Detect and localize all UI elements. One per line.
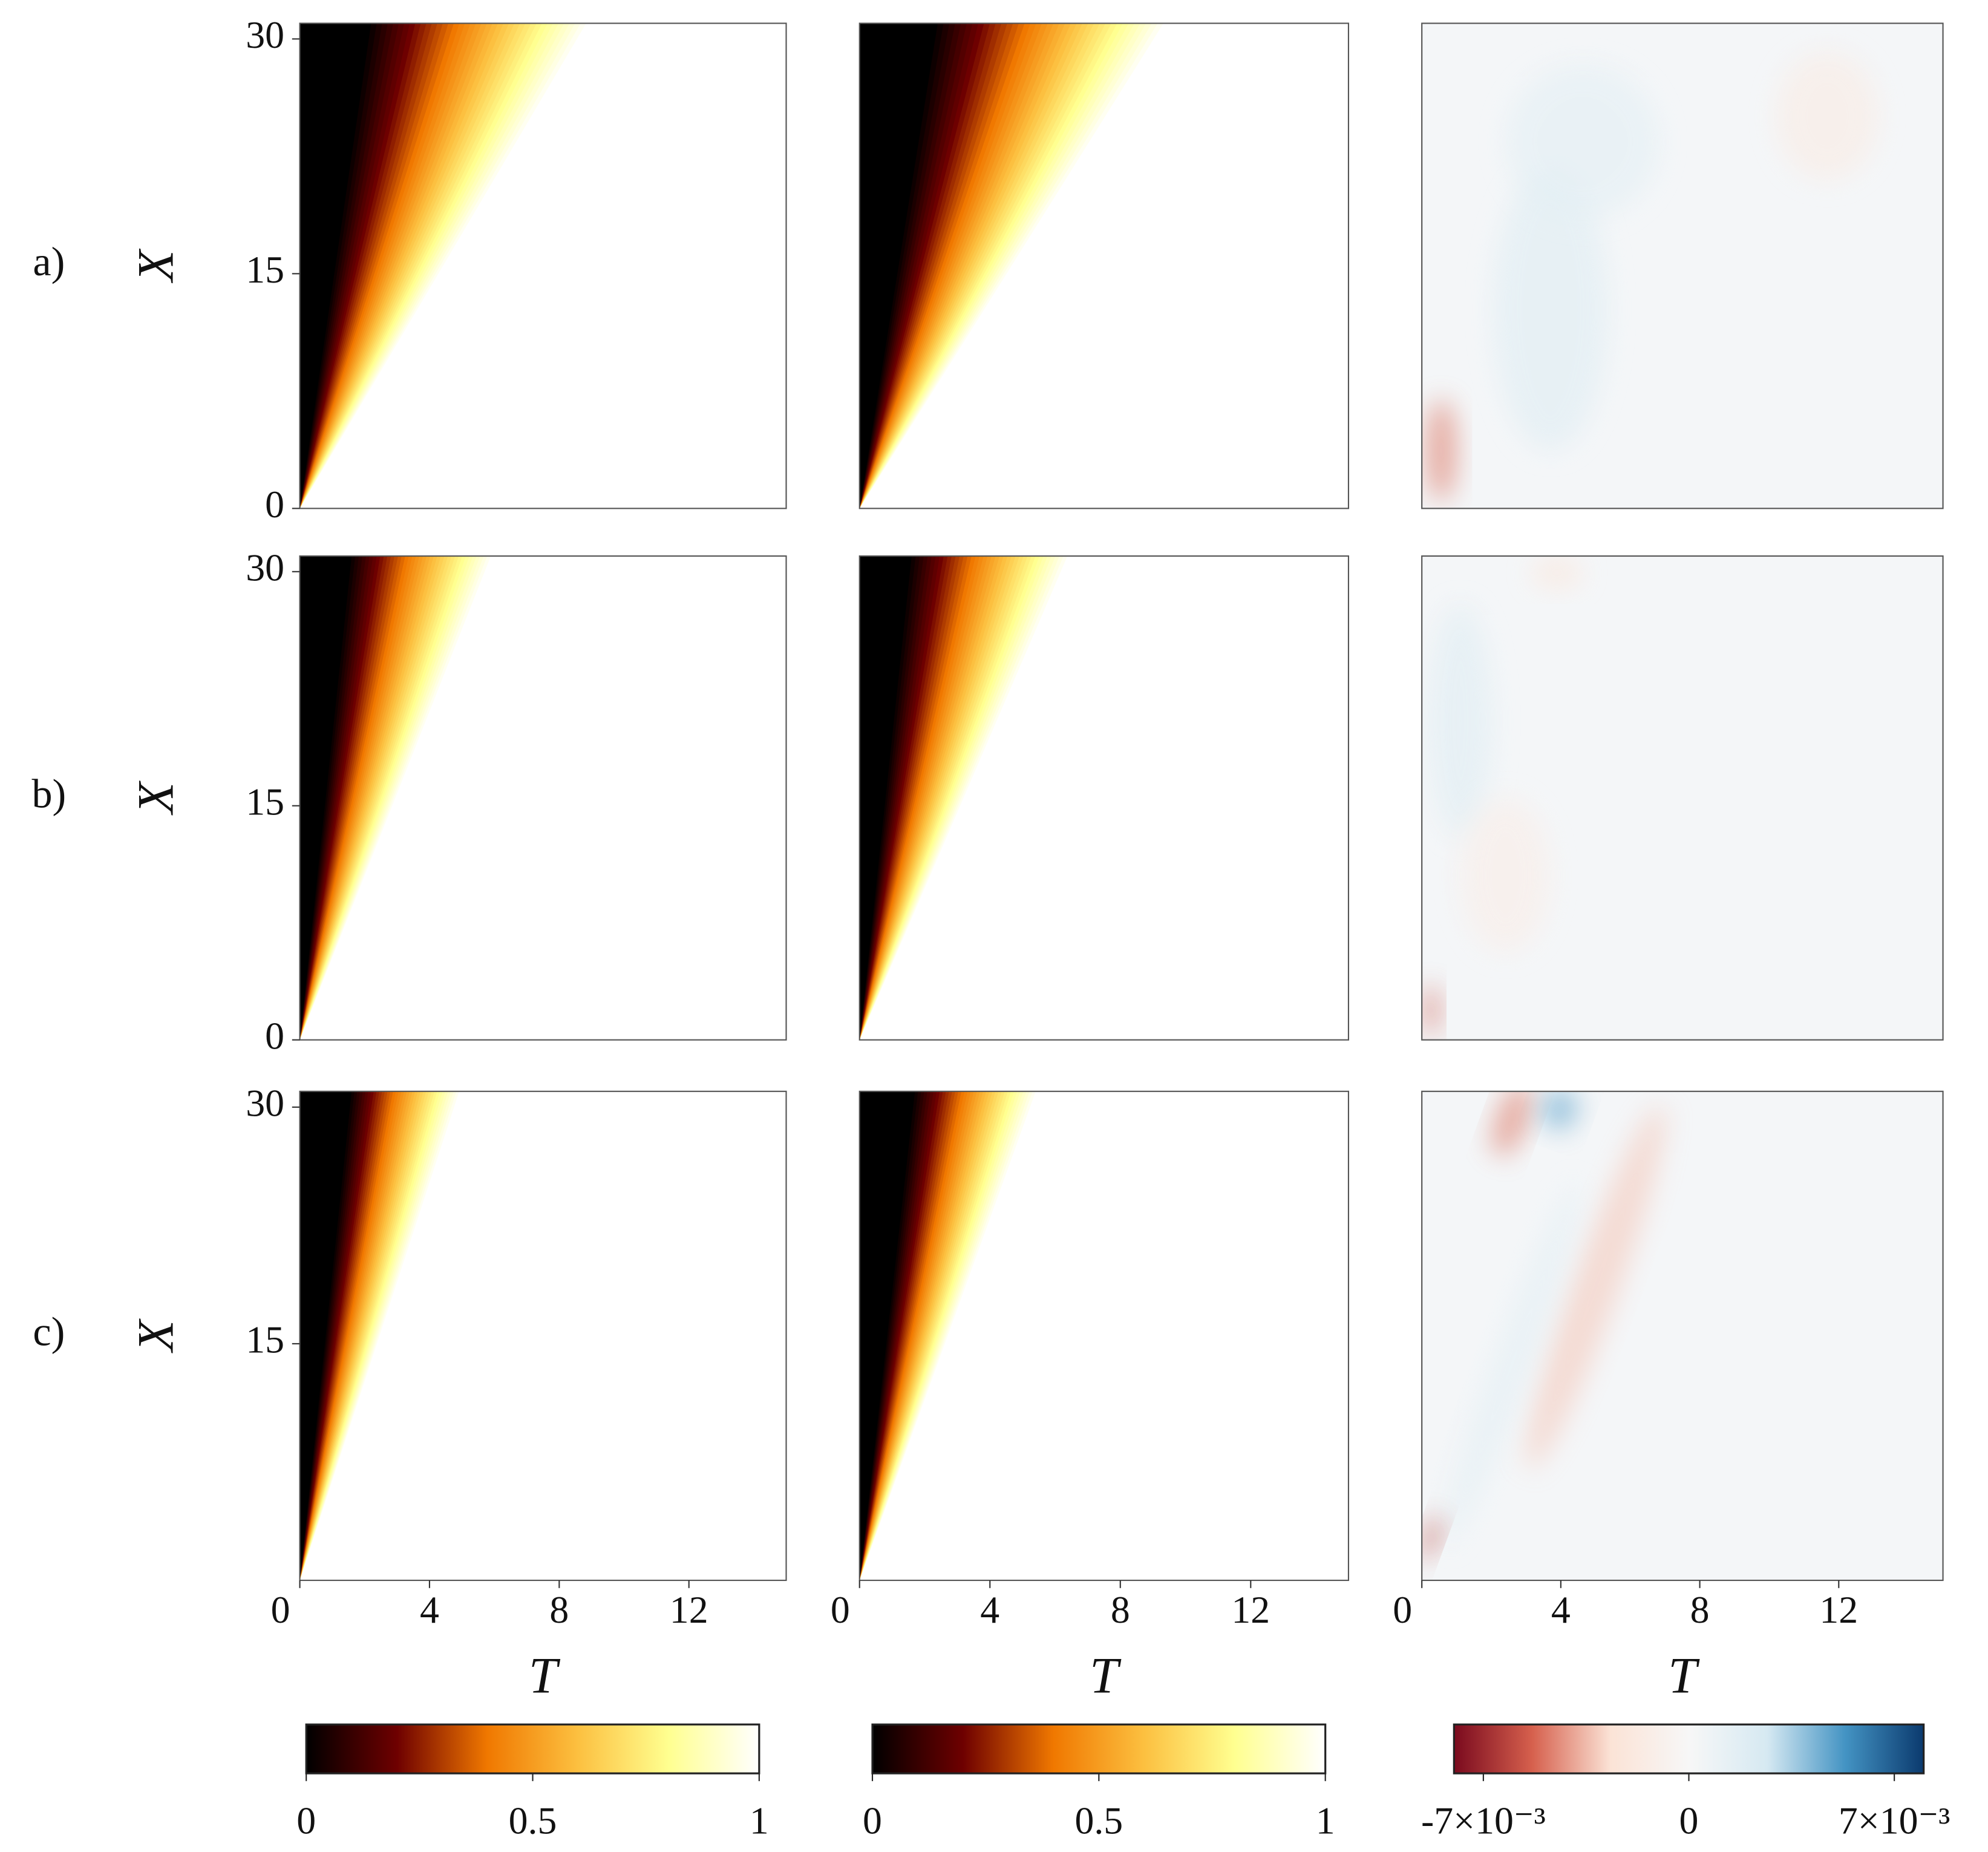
x-axis-label: T: [529, 1647, 561, 1704]
y-tick-label: 30: [246, 13, 284, 56]
x-axis-label: T: [1090, 1647, 1122, 1704]
y-axis-label: X: [127, 780, 184, 816]
heatmap-panel: [858, 22, 1350, 509]
heatmap-panel: [1421, 1090, 1944, 1582]
y-tick-label: 15: [246, 1318, 284, 1361]
colorbar-tick-label: 0.5: [1074, 1799, 1123, 1842]
field-blob: [1422, 1516, 1442, 1560]
row-label: b): [31, 770, 66, 816]
x-tick-label: 0: [831, 1588, 850, 1631]
heatmap-panel: [1421, 22, 1944, 509]
x-tick-label: 0: [1393, 1588, 1412, 1631]
heatmap-field: [1422, 23, 1943, 509]
panel-frame: [858, 1090, 1350, 1582]
panel-frame: [858, 555, 1350, 1041]
heatmap-panel: [858, 1090, 1350, 1582]
heatmap-field: [299, 556, 786, 1040]
field-band: [859, 23, 938, 509]
colorbar-tick-label: 1: [750, 1799, 769, 1842]
y-tick-label: 30: [246, 546, 284, 589]
colorbar: [305, 1723, 760, 1775]
heatmap-field: [299, 1091, 786, 1581]
field-blob: [1505, 64, 1660, 219]
y-tick-label: 0: [265, 483, 284, 526]
x-tick-label: 4: [420, 1588, 439, 1631]
x-tick-label: 12: [1819, 1588, 1858, 1631]
x-tick-label: 8: [1111, 1588, 1130, 1631]
colorbar: [1453, 1723, 1925, 1775]
row-label: c): [33, 1309, 65, 1355]
field-band: [859, 1091, 915, 1581]
field-bg: [1422, 556, 1943, 1040]
heatmap-panel: [299, 555, 787, 1041]
x-tick-label: 8: [549, 1588, 569, 1631]
panel-frame: [299, 555, 787, 1041]
heatmap-field: [859, 23, 1349, 509]
field-blob: [1428, 604, 1493, 837]
heatmap-field: [859, 1091, 1349, 1581]
heatmap-panel: [1421, 555, 1944, 1041]
colorbar-tick-label: 0.5: [509, 1799, 557, 1842]
field-blob: [1425, 399, 1457, 502]
colorbar-tick-label: -7×10⁻³: [1421, 1799, 1546, 1842]
field-blob: [1423, 984, 1439, 1036]
colorbar: [871, 1723, 1327, 1775]
x-tick-label: 8: [1690, 1588, 1710, 1631]
field-blob: [1541, 1091, 1578, 1130]
x-tick-label: 12: [670, 1588, 708, 1631]
y-tick-label: 15: [246, 248, 284, 291]
x-tick-label: 4: [980, 1588, 999, 1631]
field-blob: [1526, 1105, 1666, 1469]
heatmap-field: [1422, 1091, 1943, 1581]
colorbar-tick-label: 0: [863, 1799, 882, 1842]
y-axis-label: X: [127, 1318, 184, 1353]
y-tick-label: 30: [246, 1082, 284, 1125]
colorbar-tick-label: 7×10⁻³: [1839, 1799, 1950, 1842]
heatmap-field: [299, 23, 786, 509]
y-tick-label: 15: [246, 780, 284, 823]
field-blob: [1776, 51, 1879, 180]
panel-frame: [858, 22, 1350, 509]
x-axis-label: T: [1668, 1647, 1700, 1704]
heatmap-panel: [299, 1090, 787, 1582]
panel-frame: [299, 1090, 787, 1582]
panel-frame: [1421, 22, 1944, 509]
heatmap-panel: [858, 555, 1350, 1041]
field-blob: [1531, 557, 1583, 589]
x-tick-label: 4: [1551, 1588, 1571, 1631]
x-tick-label: 0: [271, 1588, 290, 1631]
heatmap-panel: [299, 22, 787, 509]
row-label: a): [33, 238, 65, 284]
field-blob: [1493, 167, 1609, 451]
colorbar-tick-label: 1: [1316, 1799, 1335, 1842]
colorbar-tick-label: 0: [296, 1799, 316, 1842]
y-tick-label: 0: [265, 1014, 284, 1057]
panel-frame: [1421, 1090, 1944, 1582]
heatmap-field: [1422, 556, 1943, 1040]
colorbar-tick-label: 0: [1679, 1799, 1699, 1842]
heatmap-field: [859, 556, 1349, 1040]
x-tick-label: 12: [1231, 1588, 1270, 1631]
panel-frame: [299, 22, 787, 509]
field-blob: [1492, 1091, 1532, 1157]
field-band: [299, 23, 371, 509]
field-blob: [1443, 1182, 1581, 1546]
field-blob: [1460, 797, 1551, 953]
panel-frame: [1421, 555, 1944, 1041]
field-bg: [1422, 1091, 1943, 1581]
y-axis-label: X: [127, 248, 184, 283]
